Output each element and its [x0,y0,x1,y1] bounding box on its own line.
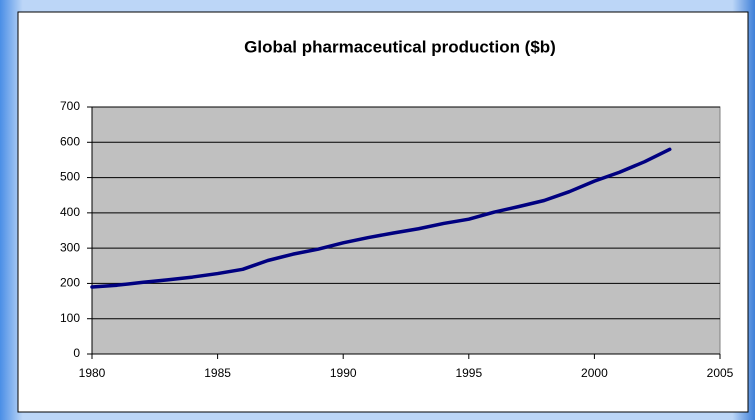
y-tick-label: 600 [60,134,80,148]
line-series [90,147,672,289]
y-tick-label: 700 [60,99,80,113]
y-tick-label: 100 [60,311,80,325]
x-tick-label: 2005 [707,366,734,380]
y-tick-label: 500 [60,170,80,184]
y-tick-label: 200 [60,276,80,290]
x-tick-label: 1980 [79,366,106,380]
x-tick-label: 1985 [204,366,231,380]
x-tick-label: 1990 [330,366,357,380]
x-tick-label: 1995 [455,366,482,380]
x-tick-label: 2000 [581,366,608,380]
chart-title: Global pharmaceutical production ($b) [244,37,556,56]
y-tick-label: 400 [60,205,80,219]
y-tick-label: 0 [73,346,80,360]
y-tick-label: 300 [60,240,80,254]
